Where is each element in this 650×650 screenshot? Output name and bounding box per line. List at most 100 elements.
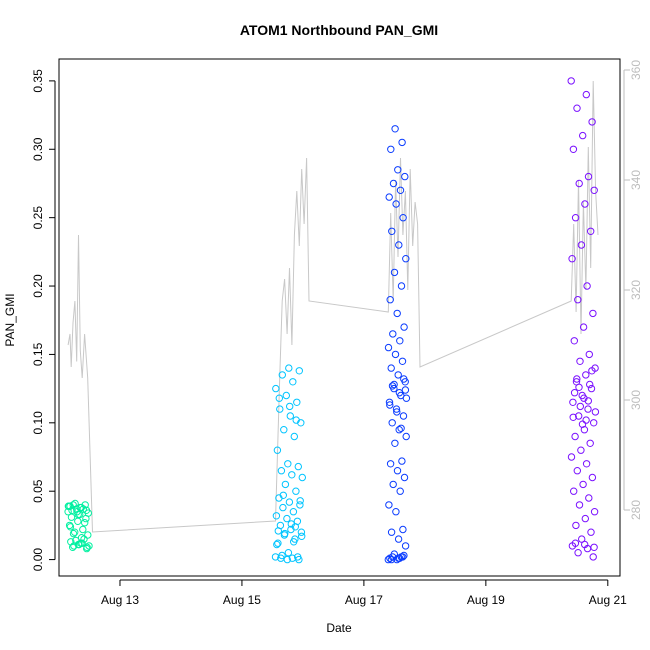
y-tick-label: 0.05: [31, 479, 45, 503]
data-point: [388, 227, 396, 236]
data-point: [579, 131, 587, 140]
data-point: [384, 343, 393, 352]
data-point: [586, 439, 594, 447]
data-point: [395, 241, 403, 249]
data-point: [296, 501, 304, 509]
data-point: [575, 412, 583, 420]
data-point: [77, 534, 86, 542]
data-point: [390, 268, 399, 277]
x-tick-label: Aug 19: [467, 593, 505, 607]
data-point: [284, 460, 292, 468]
y-tick-label: 0.10: [31, 411, 45, 435]
data-point: [394, 554, 403, 562]
data-point: [582, 460, 591, 468]
data-point: [567, 453, 576, 461]
data-point: [285, 364, 293, 372]
data-point: [588, 473, 597, 482]
data-point: [590, 543, 598, 551]
y-tick-label: 0.00: [31, 548, 45, 572]
y-axis-right: 280 300 320 340 360: [623, 60, 643, 520]
data-point: [387, 555, 396, 564]
data-point: [398, 357, 407, 365]
data-point: [388, 419, 396, 427]
x-tick-label: Aug 21: [589, 593, 627, 607]
data-point: [281, 529, 289, 538]
data-point: [401, 542, 410, 550]
data-point: [575, 179, 583, 188]
x-axis-label: Date: [326, 621, 352, 635]
data-point: [590, 508, 599, 516]
data-point: [284, 549, 293, 557]
data-point: [294, 553, 302, 561]
data-point: [588, 367, 596, 375]
data-point: [74, 517, 82, 525]
x-tick-label: Aug 15: [223, 593, 261, 607]
data-point: [275, 394, 283, 402]
data-point: [401, 386, 410, 394]
y-tick-label: 0.15: [31, 342, 45, 366]
data-point: [584, 405, 592, 413]
data-point: [393, 309, 401, 318]
data-point: [298, 473, 306, 482]
data-point: [584, 397, 592, 405]
data-point: [574, 296, 582, 304]
data-point: [567, 77, 575, 85]
data-point: [583, 282, 591, 290]
data-point: [392, 405, 401, 413]
data-point: [388, 382, 397, 390]
data-point: [279, 503, 287, 512]
data-point: [385, 501, 393, 509]
data-point: [283, 514, 291, 523]
data-point: [575, 383, 583, 391]
data-point: [279, 491, 287, 499]
data-point: [582, 371, 590, 379]
data-point: [391, 439, 399, 447]
y-tick-label: 0.35: [31, 69, 45, 93]
data-point: [572, 521, 580, 530]
data-point: [570, 337, 578, 345]
data-point: [402, 432, 410, 441]
data-point: [76, 510, 84, 519]
data-point: [392, 200, 400, 208]
data-point: [399, 553, 407, 561]
data-point: [389, 330, 397, 338]
data-point: [398, 457, 406, 465]
data-point: [579, 323, 588, 331]
data-point: [385, 398, 394, 406]
data-point: [577, 446, 585, 454]
data-point: [286, 402, 294, 411]
data-point: [386, 554, 394, 562]
data-point: [582, 416, 590, 424]
data-point: [588, 118, 596, 126]
data-point: [297, 528, 306, 536]
data-point: [386, 296, 394, 304]
data-point: [587, 227, 595, 236]
data-point: [394, 371, 402, 379]
data-point: [590, 186, 598, 195]
data-point: [81, 519, 89, 527]
data-point: [390, 550, 398, 558]
y-right-tick-label: 280: [629, 500, 643, 520]
data-point: [401, 172, 409, 181]
data-point: [399, 412, 408, 420]
data-point: [392, 508, 400, 516]
data-point: [83, 544, 91, 553]
data-point: [274, 539, 282, 547]
data-point: [287, 520, 295, 528]
data-point: [84, 531, 92, 539]
data-point: [396, 337, 404, 345]
data-point: [402, 394, 411, 402]
data-point: [587, 384, 596, 393]
y-tick-label: 0.20: [31, 274, 45, 298]
data-point: [64, 502, 73, 510]
y-right-tick-label: 320: [629, 280, 643, 300]
data-point: [385, 193, 393, 201]
data-point: [581, 200, 589, 208]
data-point: [71, 499, 79, 508]
data-point: [586, 380, 594, 389]
data-point: [590, 419, 598, 427]
x-axis: Aug 13 Aug 15 Aug 17 Aug 19 Aug 21: [101, 579, 627, 607]
data-point: [587, 528, 595, 536]
data-point: [293, 398, 301, 406]
